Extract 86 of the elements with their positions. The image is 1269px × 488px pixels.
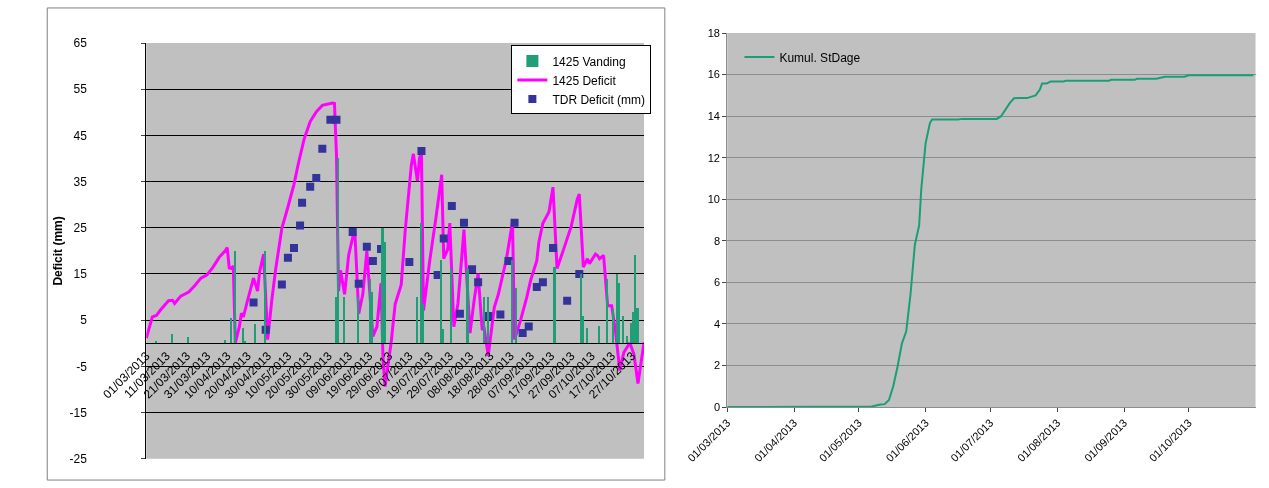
y-tick-label: -5 [76, 359, 88, 374]
y-tick-label: 35 [73, 174, 88, 189]
y-tick-label: 15 [73, 267, 88, 282]
bar [626, 336, 629, 344]
bar [420, 223, 423, 344]
point [296, 221, 305, 230]
bar [580, 274, 583, 344]
point [249, 298, 258, 307]
bar [264, 251, 267, 344]
point [496, 310, 505, 319]
point [277, 280, 286, 289]
y-tick-label: 18 [707, 26, 721, 39]
point [524, 322, 533, 331]
y-tick-label: 25 [73, 220, 88, 235]
bar [515, 288, 518, 344]
point [312, 173, 321, 182]
point [474, 278, 483, 287]
bar [230, 318, 233, 344]
point [298, 198, 307, 207]
point [368, 257, 377, 266]
point [405, 257, 414, 266]
y-tick-label: 16 [707, 68, 721, 81]
y-tick-label: 65 [73, 36, 88, 51]
bar [234, 251, 237, 344]
bar [598, 326, 601, 344]
point [532, 282, 541, 291]
y-tick-label: 2 [713, 359, 721, 372]
bar [337, 158, 340, 344]
y-tick-label: 10 [707, 193, 721, 206]
point [332, 115, 341, 124]
point [459, 218, 468, 227]
y-tick-label: 12 [707, 151, 721, 164]
y-tick-label: 4 [713, 317, 721, 330]
point [549, 244, 557, 253]
bar [450, 269, 453, 344]
y-tick-label: -25 [69, 451, 88, 466]
y-tick-label: 6 [713, 276, 721, 289]
y-tick-label: 14 [707, 110, 721, 123]
bar [343, 297, 346, 344]
bar [634, 255, 637, 344]
y-tick-label: -15 [69, 405, 88, 420]
bar [357, 297, 360, 344]
y-axis-title: Deficit (mm) [50, 216, 65, 286]
bar [487, 297, 490, 344]
bar [242, 328, 245, 344]
point [510, 218, 519, 227]
point [290, 244, 298, 253]
legend-label: TDR Deficit (mm) [552, 92, 646, 107]
point [504, 257, 513, 266]
point [306, 182, 315, 191]
bar [171, 334, 174, 344]
point [439, 234, 448, 243]
bar [606, 279, 609, 344]
bar [612, 309, 615, 344]
point [362, 242, 371, 251]
point [538, 278, 547, 287]
legend-label: Kumul. StDage [779, 50, 861, 65]
point [417, 147, 426, 156]
y-tick-label: 45 [73, 128, 88, 143]
bar [416, 297, 419, 344]
y-tick-label: 0 [713, 400, 721, 413]
bar [553, 267, 557, 344]
point [283, 253, 292, 262]
bar [254, 324, 257, 344]
point [563, 296, 572, 305]
point [447, 202, 456, 211]
point [318, 144, 327, 153]
bar [622, 316, 625, 344]
bar [483, 297, 486, 344]
y-tick-label: 8 [713, 234, 721, 247]
bar [187, 337, 190, 344]
bar [586, 328, 589, 344]
point [455, 309, 464, 318]
legend-label: 1425 Vanding [552, 54, 626, 69]
point [348, 227, 357, 236]
bar [616, 274, 619, 344]
legend-label: 1425 Deficit [552, 73, 617, 88]
y-tick-label: 55 [73, 82, 88, 97]
point [518, 329, 527, 338]
y-tick-label: 5 [80, 313, 88, 328]
bar [369, 279, 372, 344]
bar [466, 269, 470, 344]
point [468, 265, 477, 274]
point [354, 279, 363, 288]
bar [224, 340, 227, 344]
bar [440, 260, 443, 344]
